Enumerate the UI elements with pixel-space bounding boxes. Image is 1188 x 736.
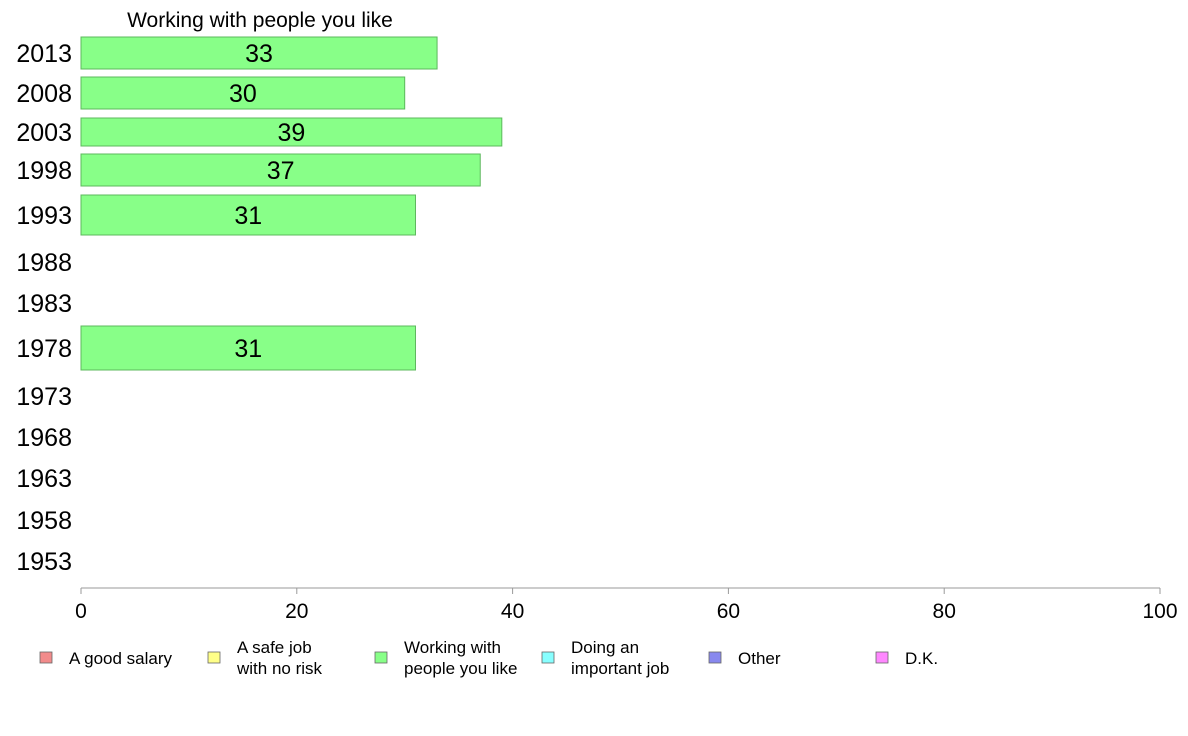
bar-1978 xyxy=(80,325,416,371)
legend-item-1: A safe job with no risk xyxy=(207,638,323,678)
bar-value-label-2003: 39 xyxy=(277,119,305,147)
year-label-1958: 1958 xyxy=(16,507,72,535)
legend-label-2-line-1: people you like xyxy=(404,659,517,678)
x-axis: 0 20 40 60 80 100 xyxy=(75,587,1178,623)
x-tick-label-40: 40 xyxy=(501,600,524,623)
bar-value-label-2013: 33 xyxy=(245,40,273,68)
legend-label-2-line-0: Working with xyxy=(404,638,501,657)
legend-label-3-line-1: important job xyxy=(571,659,669,678)
legend-label-0: A good salary xyxy=(69,649,173,668)
bar-2003 xyxy=(80,117,503,147)
x-tick-label-60: 60 xyxy=(717,600,740,623)
legend-swatch-3 xyxy=(541,651,555,664)
legend-label-1-line-0: A safe job xyxy=(237,638,312,657)
legend-label-3-line-0: Doing an xyxy=(571,638,639,657)
legend-swatch-1 xyxy=(207,651,221,664)
year-label-1983: 1983 xyxy=(16,290,72,318)
year-label-1963: 1963 xyxy=(16,465,72,493)
bar-value-label-2008: 30 xyxy=(229,80,257,108)
legend-label-1-line-1: with no risk xyxy=(236,659,323,678)
bar-2008 xyxy=(80,76,406,110)
year-label-1988: 1988 xyxy=(16,249,72,277)
bar-1998 xyxy=(80,153,481,187)
year-label-1973: 1973 xyxy=(16,383,72,411)
legend-swatch-4 xyxy=(708,651,722,664)
legend-swatch-0 xyxy=(39,651,53,664)
bar-value-label-1978: 31 xyxy=(234,335,262,363)
legend-item-0: A good salary xyxy=(39,649,173,668)
x-tick-label-0: 0 xyxy=(75,600,87,623)
bar-1993 xyxy=(80,194,416,236)
legend-item-3: Doing an important job xyxy=(541,638,669,678)
legend-label-5: D.K. xyxy=(905,649,938,668)
bar-2013 xyxy=(80,36,438,70)
legend-item-2: Working with people you like xyxy=(374,638,517,678)
bar-value-label-1998: 37 xyxy=(267,157,295,185)
x-tick-label-20: 20 xyxy=(285,600,308,623)
year-label-2013: 2013 xyxy=(16,40,72,68)
year-label-1953: 1953 xyxy=(16,548,72,576)
year-label-1998: 1998 xyxy=(16,157,72,185)
chart-rows: 2013 33 2008 30 2003 39 1998 37 1993 31 1988 1983 19… xyxy=(16,36,503,576)
year-label-2008: 2008 xyxy=(16,80,72,108)
year-label-1968: 1968 xyxy=(16,424,72,452)
legend-label-4: Other xyxy=(738,649,781,668)
x-tick-label-100: 100 xyxy=(1142,600,1177,623)
legend-swatch-2 xyxy=(374,651,388,664)
year-label-1993: 1993 xyxy=(16,202,72,230)
legend-item-4: Other xyxy=(708,649,781,668)
year-label-1978: 1978 xyxy=(16,335,72,363)
legend: A good salary A safe job with no risk Worki… xyxy=(39,638,938,678)
legend-item-5: D.K. xyxy=(875,649,938,668)
year-label-2003: 2003 xyxy=(16,119,72,147)
bar-value-label-1993: 31 xyxy=(234,202,262,230)
chart-title: Working with people you like xyxy=(127,9,393,32)
x-tick-label-80: 80 xyxy=(933,600,956,623)
legend-swatch-5 xyxy=(875,651,889,664)
